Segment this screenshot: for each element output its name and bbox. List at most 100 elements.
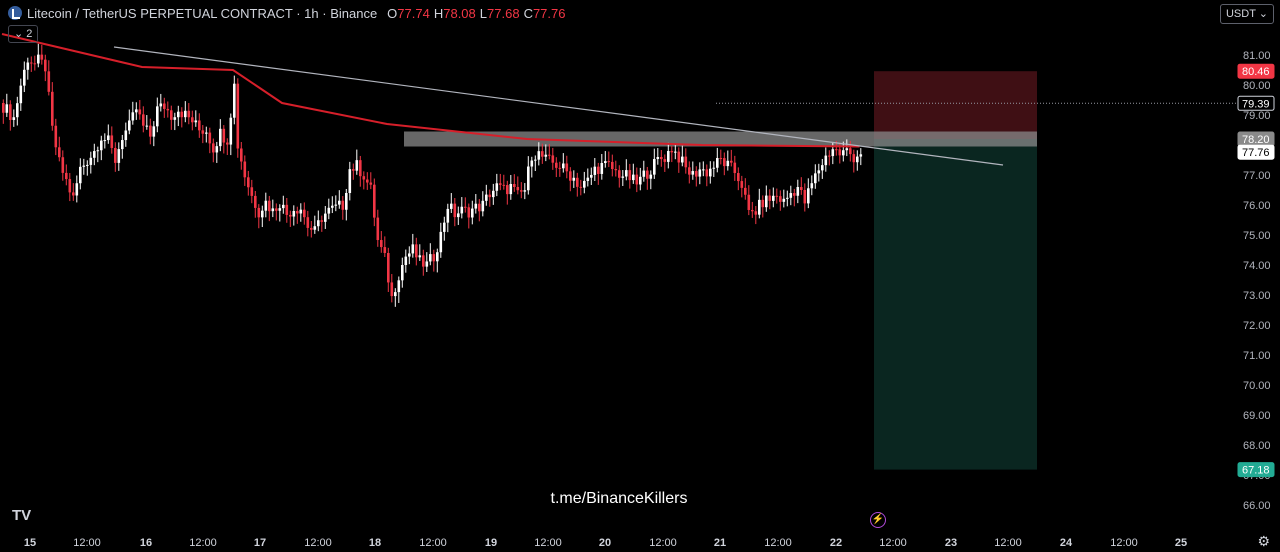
candle-body: [103, 140, 107, 142]
candle-body: [765, 195, 768, 208]
candle-body: [93, 151, 96, 158]
candle-body: [184, 110, 187, 118]
candle-body: [187, 110, 191, 118]
y-axis-tick-label: 74.00: [1243, 260, 1271, 272]
candle-body: [47, 71, 51, 92]
candle-body: [310, 227, 313, 230]
candle-body: [355, 160, 359, 171]
symbol-title[interactable]: Litecoin / TetherUS PERPETUAL CONTRACT ·…: [27, 5, 378, 21]
candle-body: [611, 161, 614, 170]
candle-body: [345, 192, 348, 210]
candle-body: [656, 157, 660, 160]
candle-body: [754, 211, 758, 215]
candle-body: [467, 207, 471, 218]
candle-body: [670, 151, 674, 153]
candle-body: [586, 177, 590, 181]
target-price-label-bg: [1237, 462, 1275, 478]
candle-body: [415, 244, 418, 258]
lightning-icon[interactable]: ⚡: [870, 512, 886, 528]
last-price-label-bg: [1237, 144, 1275, 160]
candle-body: [555, 162, 558, 168]
target-price-label: 67.18: [1242, 465, 1270, 477]
candle-body: [313, 226, 317, 230]
candle-body: [534, 159, 537, 161]
candle-body: [226, 142, 229, 145]
currency-selector[interactable]: USDT ⌄: [1219, 4, 1274, 24]
candle-body: [369, 182, 373, 185]
gear-icon[interactable]: ⚙: [1257, 533, 1270, 549]
candle-body: [733, 162, 737, 174]
candle-body: [474, 203, 478, 209]
candle-body: [61, 157, 65, 173]
candle-body: [460, 206, 464, 214]
candle-body: [723, 158, 726, 167]
candle-body: [849, 148, 852, 155]
candle-body: [296, 211, 299, 214]
candle-body: [110, 135, 114, 148]
level-price-label-bg: [1237, 95, 1275, 111]
candle-body: [835, 149, 838, 151]
candle-body: [541, 151, 544, 157]
candle-body: [544, 154, 548, 157]
candle-body: [373, 184, 376, 218]
candle-body: [170, 110, 173, 120]
candle-body: [331, 205, 334, 208]
indicator-collapse-button[interactable]: ⌄ 2: [8, 25, 39, 43]
candle-body: [614, 169, 618, 171]
candle-body: [306, 217, 310, 228]
candle-body: [642, 170, 646, 177]
candle-body: [488, 194, 492, 198]
candle-body: [240, 148, 243, 162]
low-value: 77.68: [487, 5, 520, 21]
candle-body: [558, 167, 562, 169]
candle-body: [429, 254, 432, 262]
candle-body: [282, 204, 285, 209]
x-axis-tick-label: 12:00: [534, 537, 562, 549]
take-profit-zone[interactable]: [874, 139, 1037, 470]
tradingview-logo[interactable]: TV: [12, 507, 32, 524]
candle-body: [394, 292, 397, 297]
x-axis-tick-label: 23: [945, 537, 957, 549]
open-value: 77.74: [397, 5, 430, 21]
x-axis-tick-label: 25: [1175, 537, 1187, 549]
candle-body: [698, 169, 702, 177]
candle-body: [464, 206, 467, 208]
y-axis-tick-label: 76.00: [1243, 200, 1271, 212]
candle-body: [89, 157, 93, 165]
candle-body: [506, 185, 509, 195]
x-axis-tick-label: 16: [140, 537, 152, 549]
x-axis-tick-label: 15: [24, 537, 36, 549]
resistance-zone[interactable]: [404, 131, 1037, 147]
candle-body: [285, 204, 289, 215]
candle-body: [271, 208, 275, 212]
close-label: C: [523, 5, 533, 21]
candle-body: [436, 252, 439, 262]
trendline[interactable]: [113, 46, 1004, 166]
candle-body: [593, 166, 597, 175]
candle-body: [814, 173, 817, 184]
candle-body: [72, 192, 75, 196]
candle-body: [387, 252, 390, 283]
candle-body: [177, 111, 180, 118]
x-axis-tick-label: 12:00: [304, 537, 332, 549]
candle-body: [842, 150, 845, 156]
candle-body: [54, 125, 58, 148]
open-label: O: [387, 5, 398, 21]
candle-body: [551, 155, 555, 163]
high-value: 78.08: [443, 5, 476, 21]
candle-body: [516, 186, 520, 191]
candle-body: [65, 172, 68, 180]
candle-body: [338, 200, 341, 205]
candle-body: [768, 195, 772, 201]
candle-body: [303, 209, 306, 218]
candle-body: [359, 160, 362, 177]
x-axis-tick-label: 17: [254, 537, 266, 549]
candle-body: [166, 108, 170, 111]
candle-body: [502, 184, 506, 186]
x-axis-tick-label: 12:00: [764, 537, 792, 549]
candle-body: [485, 194, 488, 201]
moving-average-line[interactable]: [1, 33, 860, 148]
litecoin-icon[interactable]: [8, 6, 22, 20]
stop-loss-zone[interactable]: [874, 71, 1037, 139]
